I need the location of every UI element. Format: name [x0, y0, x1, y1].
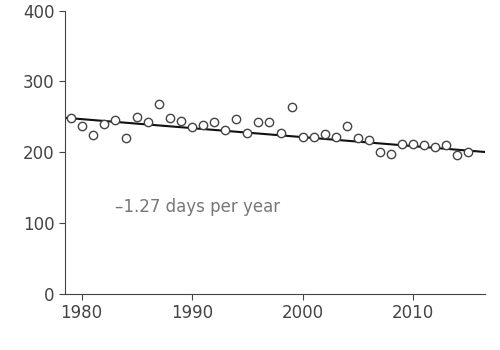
- Point: [232, 116, 240, 122]
- Point: [332, 134, 340, 139]
- Point: [166, 116, 174, 121]
- Point: [454, 152, 462, 158]
- Point: [343, 123, 351, 129]
- Point: [199, 122, 207, 128]
- Point: [155, 101, 163, 107]
- Point: [133, 114, 141, 120]
- Point: [432, 145, 440, 150]
- Point: [188, 125, 196, 130]
- Point: [442, 142, 450, 148]
- Point: [66, 116, 74, 121]
- Point: [387, 151, 395, 156]
- Point: [354, 135, 362, 141]
- Point: [110, 118, 118, 123]
- Point: [288, 104, 296, 110]
- Point: [276, 130, 284, 136]
- Point: [78, 123, 86, 129]
- Point: [222, 127, 230, 132]
- Point: [254, 120, 262, 125]
- Point: [122, 135, 130, 141]
- Point: [464, 149, 472, 155]
- Point: [409, 141, 417, 147]
- Point: [210, 120, 218, 125]
- Point: [420, 142, 428, 148]
- Point: [310, 134, 318, 139]
- Text: –1.27 days per year: –1.27 days per year: [114, 198, 280, 216]
- Point: [88, 132, 96, 137]
- Point: [144, 120, 152, 125]
- Point: [266, 120, 274, 125]
- Point: [365, 138, 373, 143]
- Point: [376, 149, 384, 155]
- Point: [320, 131, 328, 136]
- Point: [298, 134, 306, 139]
- Point: [177, 118, 185, 124]
- Point: [244, 130, 252, 136]
- Point: [100, 121, 108, 127]
- Point: [398, 141, 406, 147]
